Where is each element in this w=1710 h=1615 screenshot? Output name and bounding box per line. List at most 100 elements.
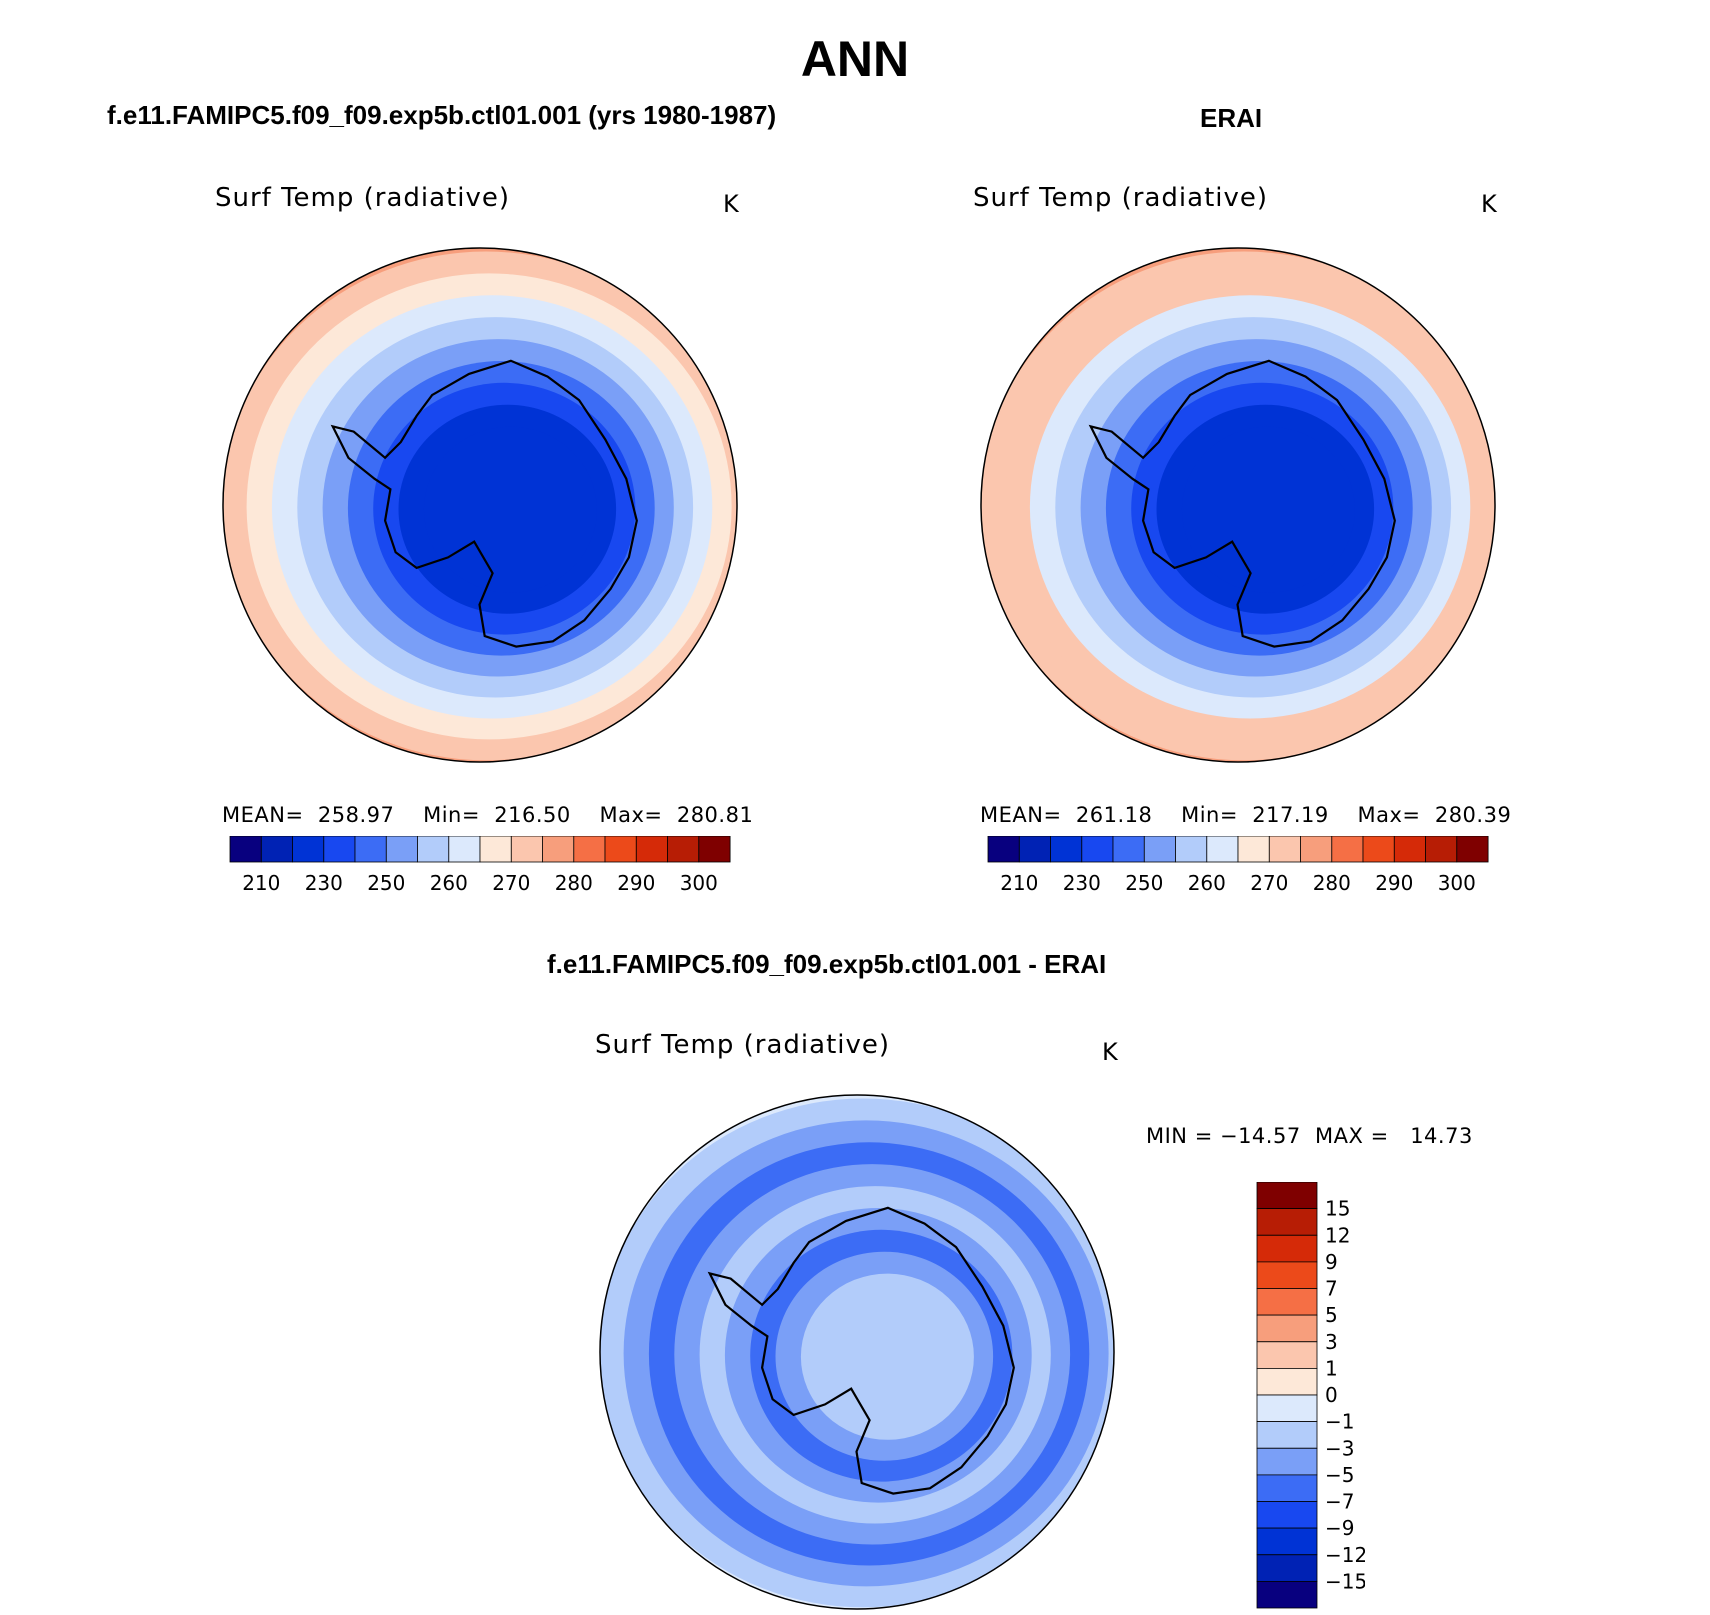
panel-1-map [222, 247, 738, 763]
colorbar-tick-label: 260 [1188, 871, 1226, 895]
panel-3-title: f.e11.FAMIPC5.f09_f09.exp5b.ctl01.001 - … [547, 949, 1107, 979]
contour-band [1181, 426, 1355, 593]
panel-1-colorbar: 210 230 250 260 270 280 290 300 [229, 836, 731, 895]
map-boundary [222, 247, 738, 763]
map-boundary [980, 247, 1496, 763]
colorbar-box [510, 836, 543, 863]
colorbar-box [604, 836, 637, 863]
colorbar-box [1256, 1234, 1318, 1263]
colorbar-tick-label: 270 [1250, 871, 1288, 895]
panel-3-units: K [1102, 1038, 1118, 1066]
colorbar-tick-label: 280 [1313, 871, 1351, 895]
colorbar-box [1018, 836, 1051, 863]
colorbar-box [448, 836, 481, 863]
colorbar-box [1206, 836, 1239, 863]
colorbar-box [260, 836, 293, 863]
contour-band [423, 426, 597, 593]
colorbar-box [1256, 1367, 1318, 1396]
colorbar-tick-label: 0 [1325, 1383, 1338, 1407]
colorbar-tick-label: −5 [1325, 1463, 1354, 1487]
coastline [1088, 359, 1396, 648]
colorbar-box [1081, 836, 1114, 863]
colorbar-tick-label: −3 [1325, 1436, 1354, 1460]
figure-title: ANN [800, 31, 910, 87]
colorbar-tick-label: 290 [1375, 871, 1413, 895]
panel-1-stats: MEAN= 258.97 Min= 216.50 Max= 280.81 [222, 803, 754, 827]
panel-3-map [599, 1094, 1115, 1610]
colorbar-box [1256, 1554, 1318, 1582]
colorbar-box [667, 836, 700, 863]
colorbar-box [1237, 836, 1270, 863]
panel-2-units: K [1481, 190, 1497, 218]
colorbar-tick-label: −7 [1325, 1490, 1354, 1514]
colorbar-box [1256, 1474, 1318, 1502]
colorbar-box [1331, 836, 1364, 863]
colorbar-tick-label: 300 [1438, 871, 1476, 895]
colorbar-box [987, 836, 1020, 863]
colorbar-box [1143, 836, 1177, 863]
colorbar-box [1112, 836, 1145, 863]
colorbar-tick-label: 3 [1325, 1330, 1338, 1354]
colorbar-box [385, 836, 419, 863]
colorbar-box [479, 836, 512, 863]
colorbar-box [698, 836, 731, 863]
colorbar-tick-label: 270 [492, 871, 530, 895]
colorbar-box [292, 836, 325, 863]
colorbar-tick-label: −12 [1325, 1543, 1365, 1567]
colorbar-tick-label: 210 [242, 871, 280, 895]
map-boundary [599, 1094, 1115, 1610]
panel-1-title: f.e11.FAMIPC5.f09_f09.exp5b.ctl01.001 (y… [107, 100, 777, 130]
colorbar-tick-label: 5 [1325, 1303, 1338, 1327]
colorbar-tick-label: 7 [1325, 1277, 1338, 1301]
panel-3-variable: Surf Temp (radiative) [595, 1030, 891, 1060]
colorbar-box [573, 836, 606, 863]
colorbar-box [1256, 1314, 1318, 1343]
colorbar-box [1256, 1182, 1318, 1210]
colorbar-tick-label: 230 [305, 871, 343, 895]
colorbar-tick-label: 250 [1125, 871, 1163, 895]
colorbar-box [1256, 1208, 1318, 1236]
colorbar-box [1050, 836, 1083, 863]
colorbar-tick-label: 1 [1325, 1356, 1338, 1380]
colorbar-box [1256, 1341, 1318, 1369]
coastline [707, 1206, 1015, 1495]
colorbar-box [1256, 1261, 1318, 1289]
panel-1-variable: Surf Temp (radiative) [215, 183, 511, 213]
colorbar-box [354, 836, 387, 863]
colorbar-tick-label: 9 [1325, 1250, 1338, 1274]
colorbar-tick-label: −1 [1325, 1410, 1354, 1434]
contour-band [800, 1273, 974, 1440]
colorbar-box [1256, 1421, 1318, 1449]
colorbar-box [1175, 836, 1208, 863]
colorbar-box [1256, 1580, 1318, 1609]
panel-2-variable: Surf Temp (radiative) [973, 183, 1269, 213]
panel-2-stats: MEAN= 261.18 Min= 217.19 Max= 280.39 [980, 803, 1512, 827]
panel-2-colorbar: 210 230 250 260 270 280 290 300 [987, 836, 1489, 895]
panel-2-map [980, 247, 1496, 763]
colorbar-box [1256, 1394, 1318, 1423]
colorbar-tick-label: 290 [617, 871, 655, 895]
colorbar-box [1362, 836, 1395, 863]
colorbar-box [1393, 836, 1426, 863]
colorbar-box [417, 836, 450, 863]
panel-3-stats: MIN = −14.57 MAX = 14.73 [1146, 1124, 1473, 1148]
colorbar-tick-label: 210 [1000, 871, 1038, 895]
colorbar-box [1425, 836, 1458, 863]
panel-2-title: ERAI [1200, 103, 1263, 133]
colorbar-box [323, 836, 356, 863]
coastline [330, 359, 638, 648]
colorbar-tick-label: −9 [1325, 1516, 1354, 1540]
colorbar-box [1256, 1447, 1318, 1476]
colorbar-box [1300, 836, 1333, 863]
colorbar-box [1256, 1527, 1318, 1556]
colorbar-box [1256, 1501, 1318, 1529]
colorbar-tick-label: 12 [1325, 1223, 1350, 1247]
colorbar-tick-label: 260 [430, 871, 468, 895]
colorbar-box [1268, 836, 1301, 863]
colorbar-box [542, 836, 575, 863]
panel-1-units: K [723, 190, 739, 218]
colorbar-box [1256, 1288, 1318, 1316]
colorbar-tick-label: −15 [1325, 1569, 1365, 1593]
colorbar-tick-label: 230 [1063, 871, 1101, 895]
colorbar-tick-label: 250 [367, 871, 405, 895]
